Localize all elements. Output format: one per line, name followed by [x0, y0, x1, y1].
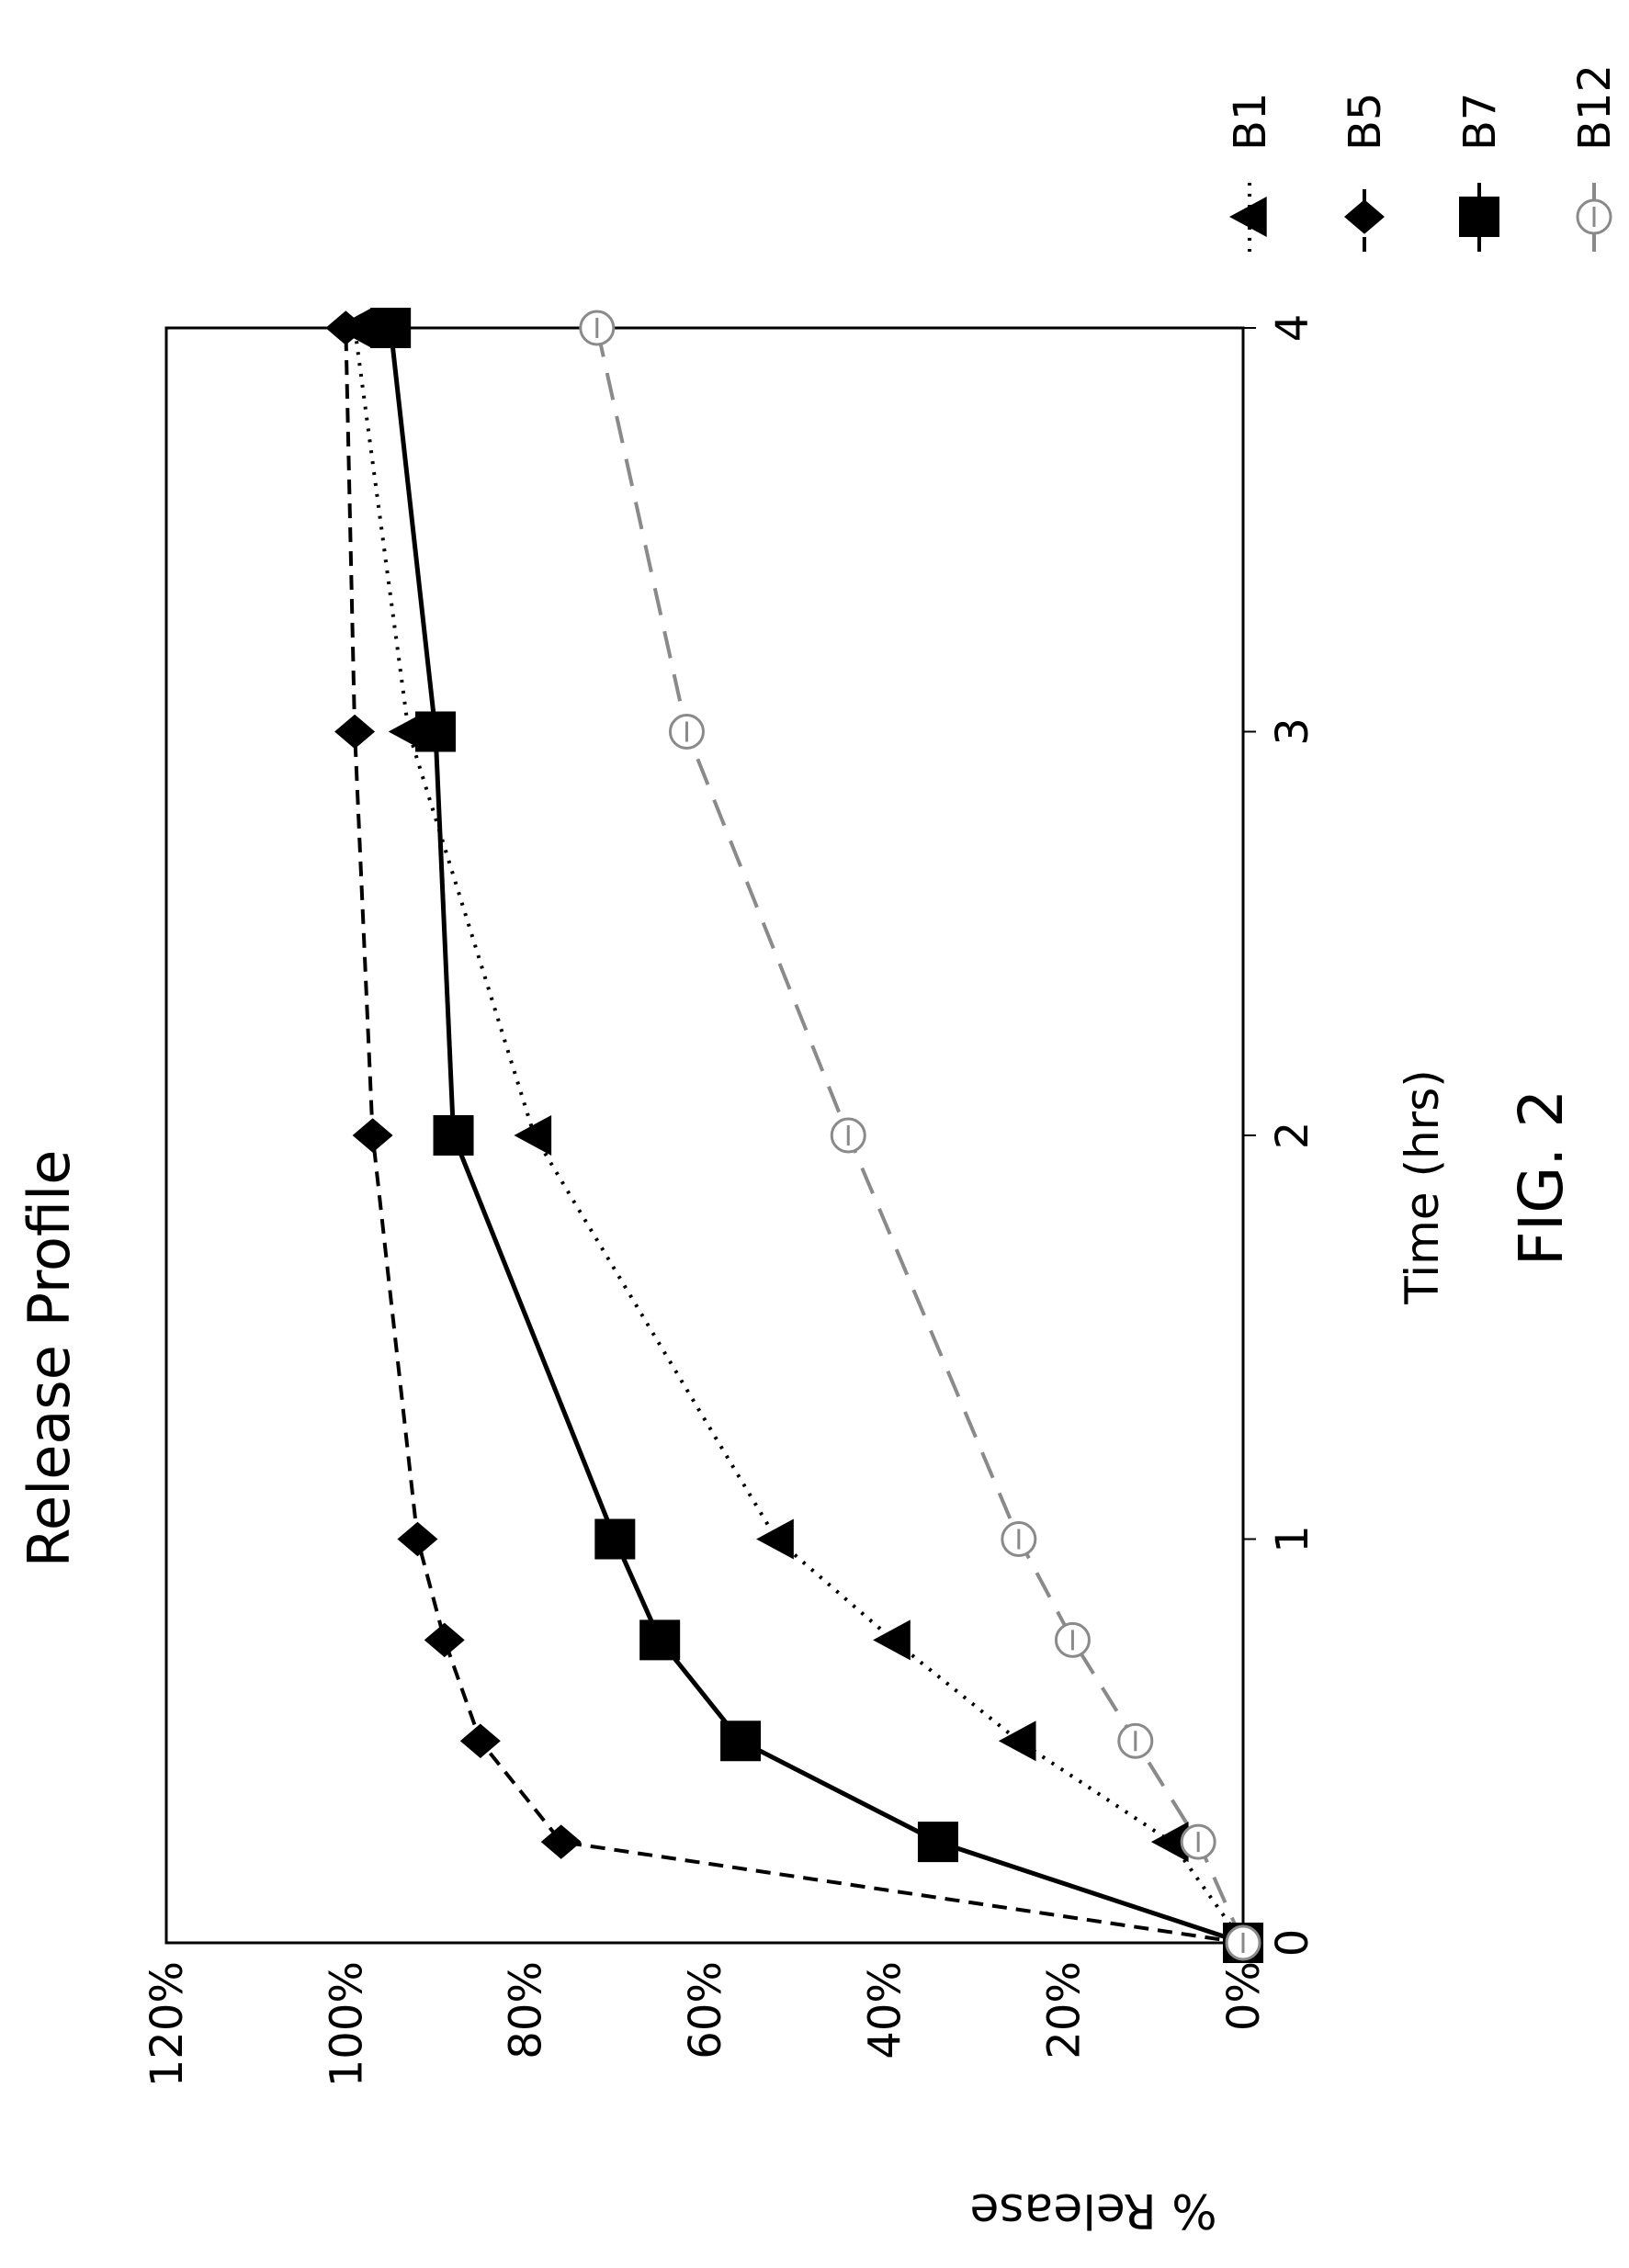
legend-marker — [1459, 197, 1499, 237]
x-tick-label: 3 — [1267, 717, 1318, 746]
data-point-b12 — [1180, 1823, 1216, 1860]
series-line-b7 — [388, 327, 1244, 1946]
series-line-b1 — [353, 327, 1245, 1945]
data-point-b7 — [433, 1115, 474, 1156]
series-line-b5 — [344, 327, 1244, 1945]
series-lines — [344, 327, 1245, 1946]
y-axis-ticks: 0% 20% 40% 60% 80% 100% 120% — [141, 1961, 1270, 2087]
series-markers — [325, 308, 1263, 1963]
legend-item-b5: B5 — [1340, 93, 1391, 252]
legend-label: B5 — [1340, 93, 1391, 151]
y-tick-label: 80% — [501, 1961, 552, 2059]
data-point-b7 — [917, 1822, 958, 1863]
legend-marker — [1344, 199, 1385, 234]
data-point-b12 — [579, 310, 616, 346]
data-point-b5 — [459, 1723, 501, 1758]
rotated-chart: Release Profile 0% 20% 40% 60% 80% 100% 120% 0… — [16, 64, 1621, 2238]
data-point-b7 — [639, 1619, 681, 1661]
data-point-b1 — [514, 1115, 552, 1156]
data-point-b12 — [1054, 1621, 1091, 1658]
legend-item-b12: B12 — [1569, 64, 1621, 252]
y-axis-label: % Release — [969, 2183, 1216, 2238]
data-point-b1 — [756, 1518, 794, 1560]
data-point-b5 — [540, 1824, 582, 1859]
figure-label: FIG. 2 — [1506, 1089, 1577, 1267]
chart-title: Release Profile — [16, 1150, 83, 1568]
legend-marker — [1576, 198, 1612, 235]
x-tick-label: 4 — [1267, 314, 1318, 343]
y-tick-label: 20% — [1039, 1961, 1091, 2059]
data-point-b5 — [352, 1118, 393, 1153]
series-line-b12 — [594, 327, 1245, 1944]
y-tick-label: 60% — [680, 1961, 731, 2059]
data-point-b1 — [873, 1619, 911, 1661]
legend-marker — [1229, 197, 1267, 237]
data-point-b7 — [720, 1721, 762, 1762]
legend-label: B7 — [1454, 93, 1506, 151]
y-tick-label: 40% — [859, 1961, 911, 2059]
legend: B1 B5 B7 B12 — [1225, 64, 1621, 252]
legend-item-b1: B1 — [1225, 93, 1276, 252]
x-tick-label: 1 — [1267, 1525, 1318, 1553]
data-point-b12 — [668, 714, 705, 750]
x-axis-label: Time (hrs) — [1396, 1069, 1449, 1305]
data-point-b1 — [1150, 1822, 1189, 1863]
data-point-b7 — [594, 1518, 636, 1560]
data-point-b5 — [334, 714, 376, 750]
plot-frame — [164, 326, 1245, 1945]
data-point-b12 — [1001, 1521, 1037, 1557]
data-point-b12 — [1225, 1924, 1261, 1961]
data-point-b1 — [998, 1721, 1036, 1762]
data-point-b7 — [415, 711, 456, 752]
y-tick-label: 0% — [1218, 1961, 1270, 2031]
x-tick-label: 2 — [1267, 1122, 1318, 1150]
legend-label: B1 — [1225, 93, 1276, 151]
legend-label: B12 — [1569, 64, 1621, 151]
data-point-b7 — [370, 308, 412, 348]
data-point-b12 — [830, 1117, 866, 1154]
legend-item-b7: B7 — [1454, 93, 1506, 252]
data-point-b12 — [1117, 1722, 1154, 1759]
x-axis-ticks: 0 1 2 3 4 — [1243, 314, 1318, 1958]
y-tick-label: 100% — [321, 1961, 372, 2087]
data-point-b5 — [325, 310, 367, 345]
y-tick-label: 120% — [141, 1961, 193, 2087]
x-tick-label: 0 — [1267, 1929, 1318, 1958]
data-point-b5 — [424, 1622, 465, 1658]
data-point-b5 — [397, 1521, 438, 1557]
